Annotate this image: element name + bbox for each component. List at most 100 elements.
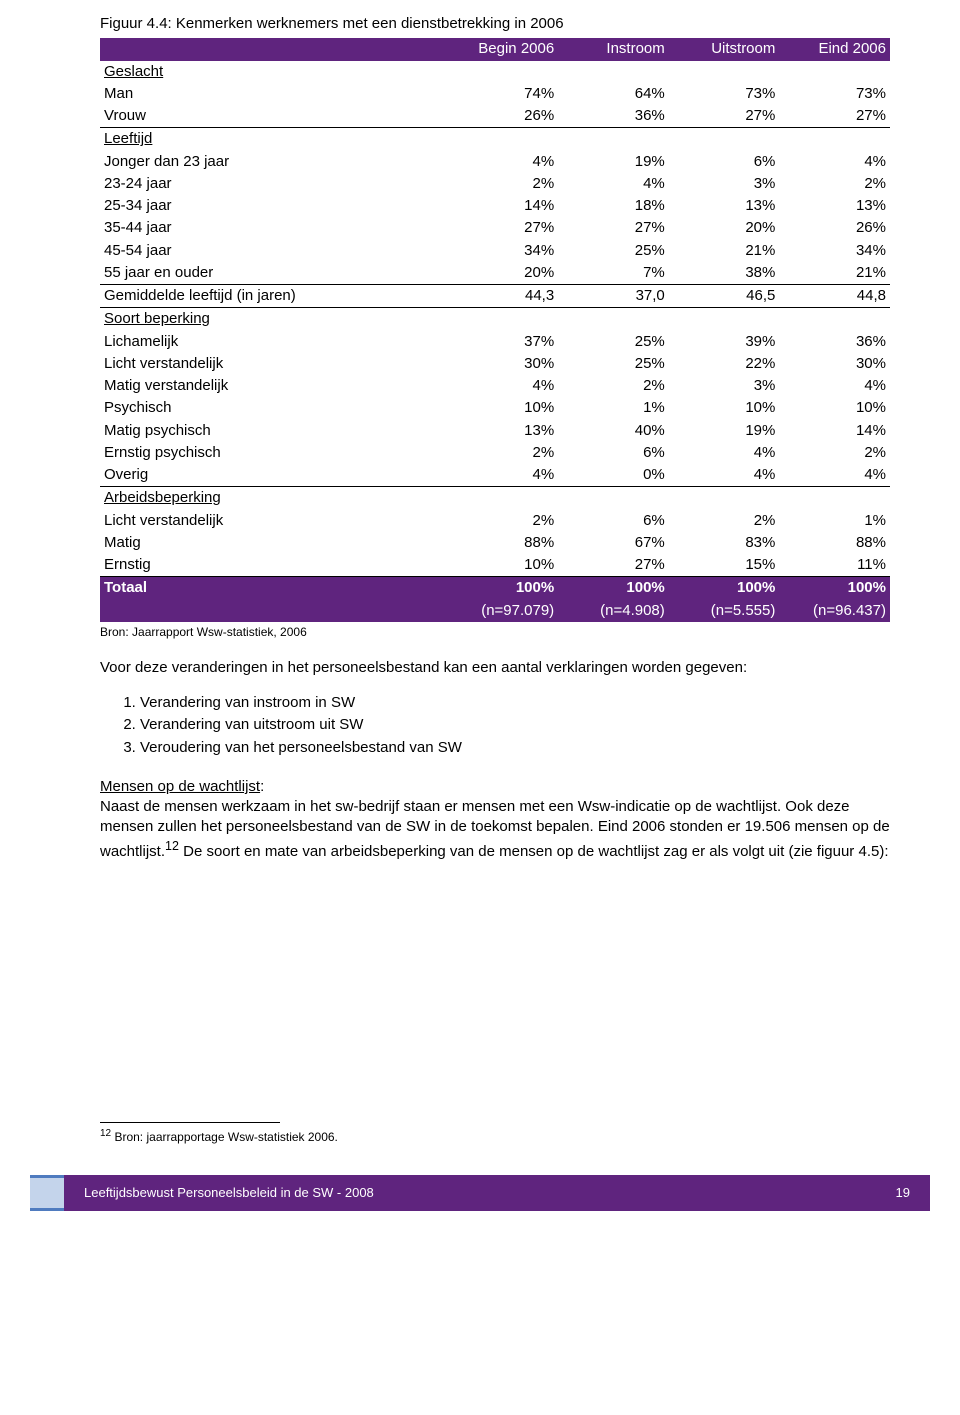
cell-value: 25% <box>558 353 669 375</box>
cell-value <box>669 61 780 83</box>
cell-value: 27% <box>558 554 669 577</box>
footer-main: Leeftijdsbewust Personeelsbeleid in de S… <box>64 1175 930 1211</box>
cell-value: 4% <box>779 151 890 173</box>
cell-value: 21% <box>669 240 780 262</box>
footnote: 12 Bron: jaarrapportage Wsw-statistiek 2… <box>100 1127 890 1145</box>
row-label: 35-44 jaar <box>100 217 448 239</box>
list-item: Veroudering van het personeelsbestand va… <box>140 737 890 759</box>
table-row: Arbeidsbeperking <box>100 487 890 510</box>
table-row: Jonger dan 23 jaar4%19%6%4% <box>100 151 890 173</box>
cell-value <box>448 308 559 331</box>
cell-value: 21% <box>779 262 890 285</box>
col-header <box>100 38 448 60</box>
table-row: Overig4%0%4%4% <box>100 464 890 487</box>
list-item: Verandering van uitstroom uit SW <box>140 714 890 736</box>
col-header: Begin 2006 <box>448 38 559 60</box>
cell-value <box>448 128 559 151</box>
row-label: Soort beperking <box>100 308 448 331</box>
cell-value <box>779 308 890 331</box>
cell-value: 4% <box>448 151 559 173</box>
cell-value <box>669 487 780 510</box>
cell-value: 0% <box>558 464 669 487</box>
row-label: 55 jaar en ouder <box>100 262 448 285</box>
cell-value: (n=97.079) <box>448 600 559 622</box>
cell-value: 6% <box>558 442 669 464</box>
cell-value: 14% <box>448 195 559 217</box>
cell-value <box>558 308 669 331</box>
cell-value: 2% <box>779 442 890 464</box>
cell-value: 10% <box>448 554 559 577</box>
cell-value: 13% <box>448 420 559 442</box>
table-row: Vrouw26%36%27%27% <box>100 105 890 128</box>
cell-value: 13% <box>669 195 780 217</box>
table-row: Soort beperking <box>100 308 890 331</box>
cell-value: 27% <box>448 217 559 239</box>
row-label: Matig verstandelijk <box>100 375 448 397</box>
cell-value: 22% <box>669 353 780 375</box>
cell-value: 27% <box>558 217 669 239</box>
row-label <box>100 600 448 622</box>
footer-tab <box>30 1175 64 1211</box>
cell-value: 74% <box>448 83 559 105</box>
cell-value: 2% <box>448 442 559 464</box>
cell-value: 20% <box>669 217 780 239</box>
cell-value: 40% <box>558 420 669 442</box>
row-label: Leeftijd <box>100 128 448 151</box>
table-row: Totaal100%100%100%100% <box>100 577 890 600</box>
cell-value: 4% <box>558 173 669 195</box>
footnote-text: Bron: jaarrapportage Wsw-statistiek 2006… <box>111 1130 338 1144</box>
cell-value: 27% <box>669 105 780 128</box>
cell-value: 37% <box>448 331 559 353</box>
cell-value: 46,5 <box>669 285 780 308</box>
page-footer: Leeftijdsbewust Personeelsbeleid in de S… <box>30 1175 930 1211</box>
cell-value: 27% <box>779 105 890 128</box>
row-label: Ernstig psychisch <box>100 442 448 464</box>
table-row: Gemiddelde leeftijd (in jaren)44,337,046… <box>100 285 890 308</box>
table-row: Licht verstandelijk30%25%22%30% <box>100 353 890 375</box>
intro-paragraph: Voor deze veranderingen in het personeel… <box>100 658 890 678</box>
cell-value: 10% <box>669 397 780 419</box>
cell-value: 1% <box>779 510 890 532</box>
cell-value: 100% <box>558 577 669 600</box>
col-header: Instroom <box>558 38 669 60</box>
data-table: Begin 2006 Instroom Uitstroom Eind 2006 … <box>100 38 890 622</box>
footer-page-number: 19 <box>896 1184 910 1202</box>
wachtlijst-paragraph: Mensen op de wachtlijst: Naast de mensen… <box>100 777 890 862</box>
table-row: Lichamelijk37%25%39%36% <box>100 331 890 353</box>
cell-value: 2% <box>448 173 559 195</box>
table-header-row: Begin 2006 Instroom Uitstroom Eind 2006 <box>100 38 890 60</box>
cell-value: 1% <box>558 397 669 419</box>
cell-value: 39% <box>669 331 780 353</box>
table-row: Matig psychisch13%40%19%14% <box>100 420 890 442</box>
cell-value: 2% <box>779 173 890 195</box>
cell-value <box>669 308 780 331</box>
row-label: Licht verstandelijk <box>100 353 448 375</box>
cell-value: 88% <box>779 532 890 554</box>
cell-value: 2% <box>669 510 780 532</box>
cell-value: 73% <box>669 83 780 105</box>
table-row: Psychisch10%1%10%10% <box>100 397 890 419</box>
cell-value <box>669 128 780 151</box>
row-label: 45-54 jaar <box>100 240 448 262</box>
table-row: 45-54 jaar34%25%21%34% <box>100 240 890 262</box>
cell-value: 19% <box>669 420 780 442</box>
table-row: (n=97.079)(n=4.908)(n=5.555)(n=96.437) <box>100 600 890 622</box>
table-row: Matig verstandelijk4%2%3%4% <box>100 375 890 397</box>
cell-value: 10% <box>779 397 890 419</box>
cell-value: 2% <box>558 375 669 397</box>
figure-title: Figuur 4.4: Kenmerken werknemers met een… <box>100 14 890 34</box>
row-label: Matig psychisch <box>100 420 448 442</box>
row-label: Lichamelijk <box>100 331 448 353</box>
cell-value <box>448 487 559 510</box>
cell-value: 20% <box>448 262 559 285</box>
cell-value: 100% <box>779 577 890 600</box>
cell-value: 38% <box>669 262 780 285</box>
cell-value: 19% <box>558 151 669 173</box>
cell-value: 30% <box>779 353 890 375</box>
cell-value: 3% <box>669 173 780 195</box>
cell-value: 26% <box>779 217 890 239</box>
cell-value: 14% <box>779 420 890 442</box>
cell-value: 34% <box>779 240 890 262</box>
table-row: 23-24 jaar2%4%3%2% <box>100 173 890 195</box>
row-label: Vrouw <box>100 105 448 128</box>
